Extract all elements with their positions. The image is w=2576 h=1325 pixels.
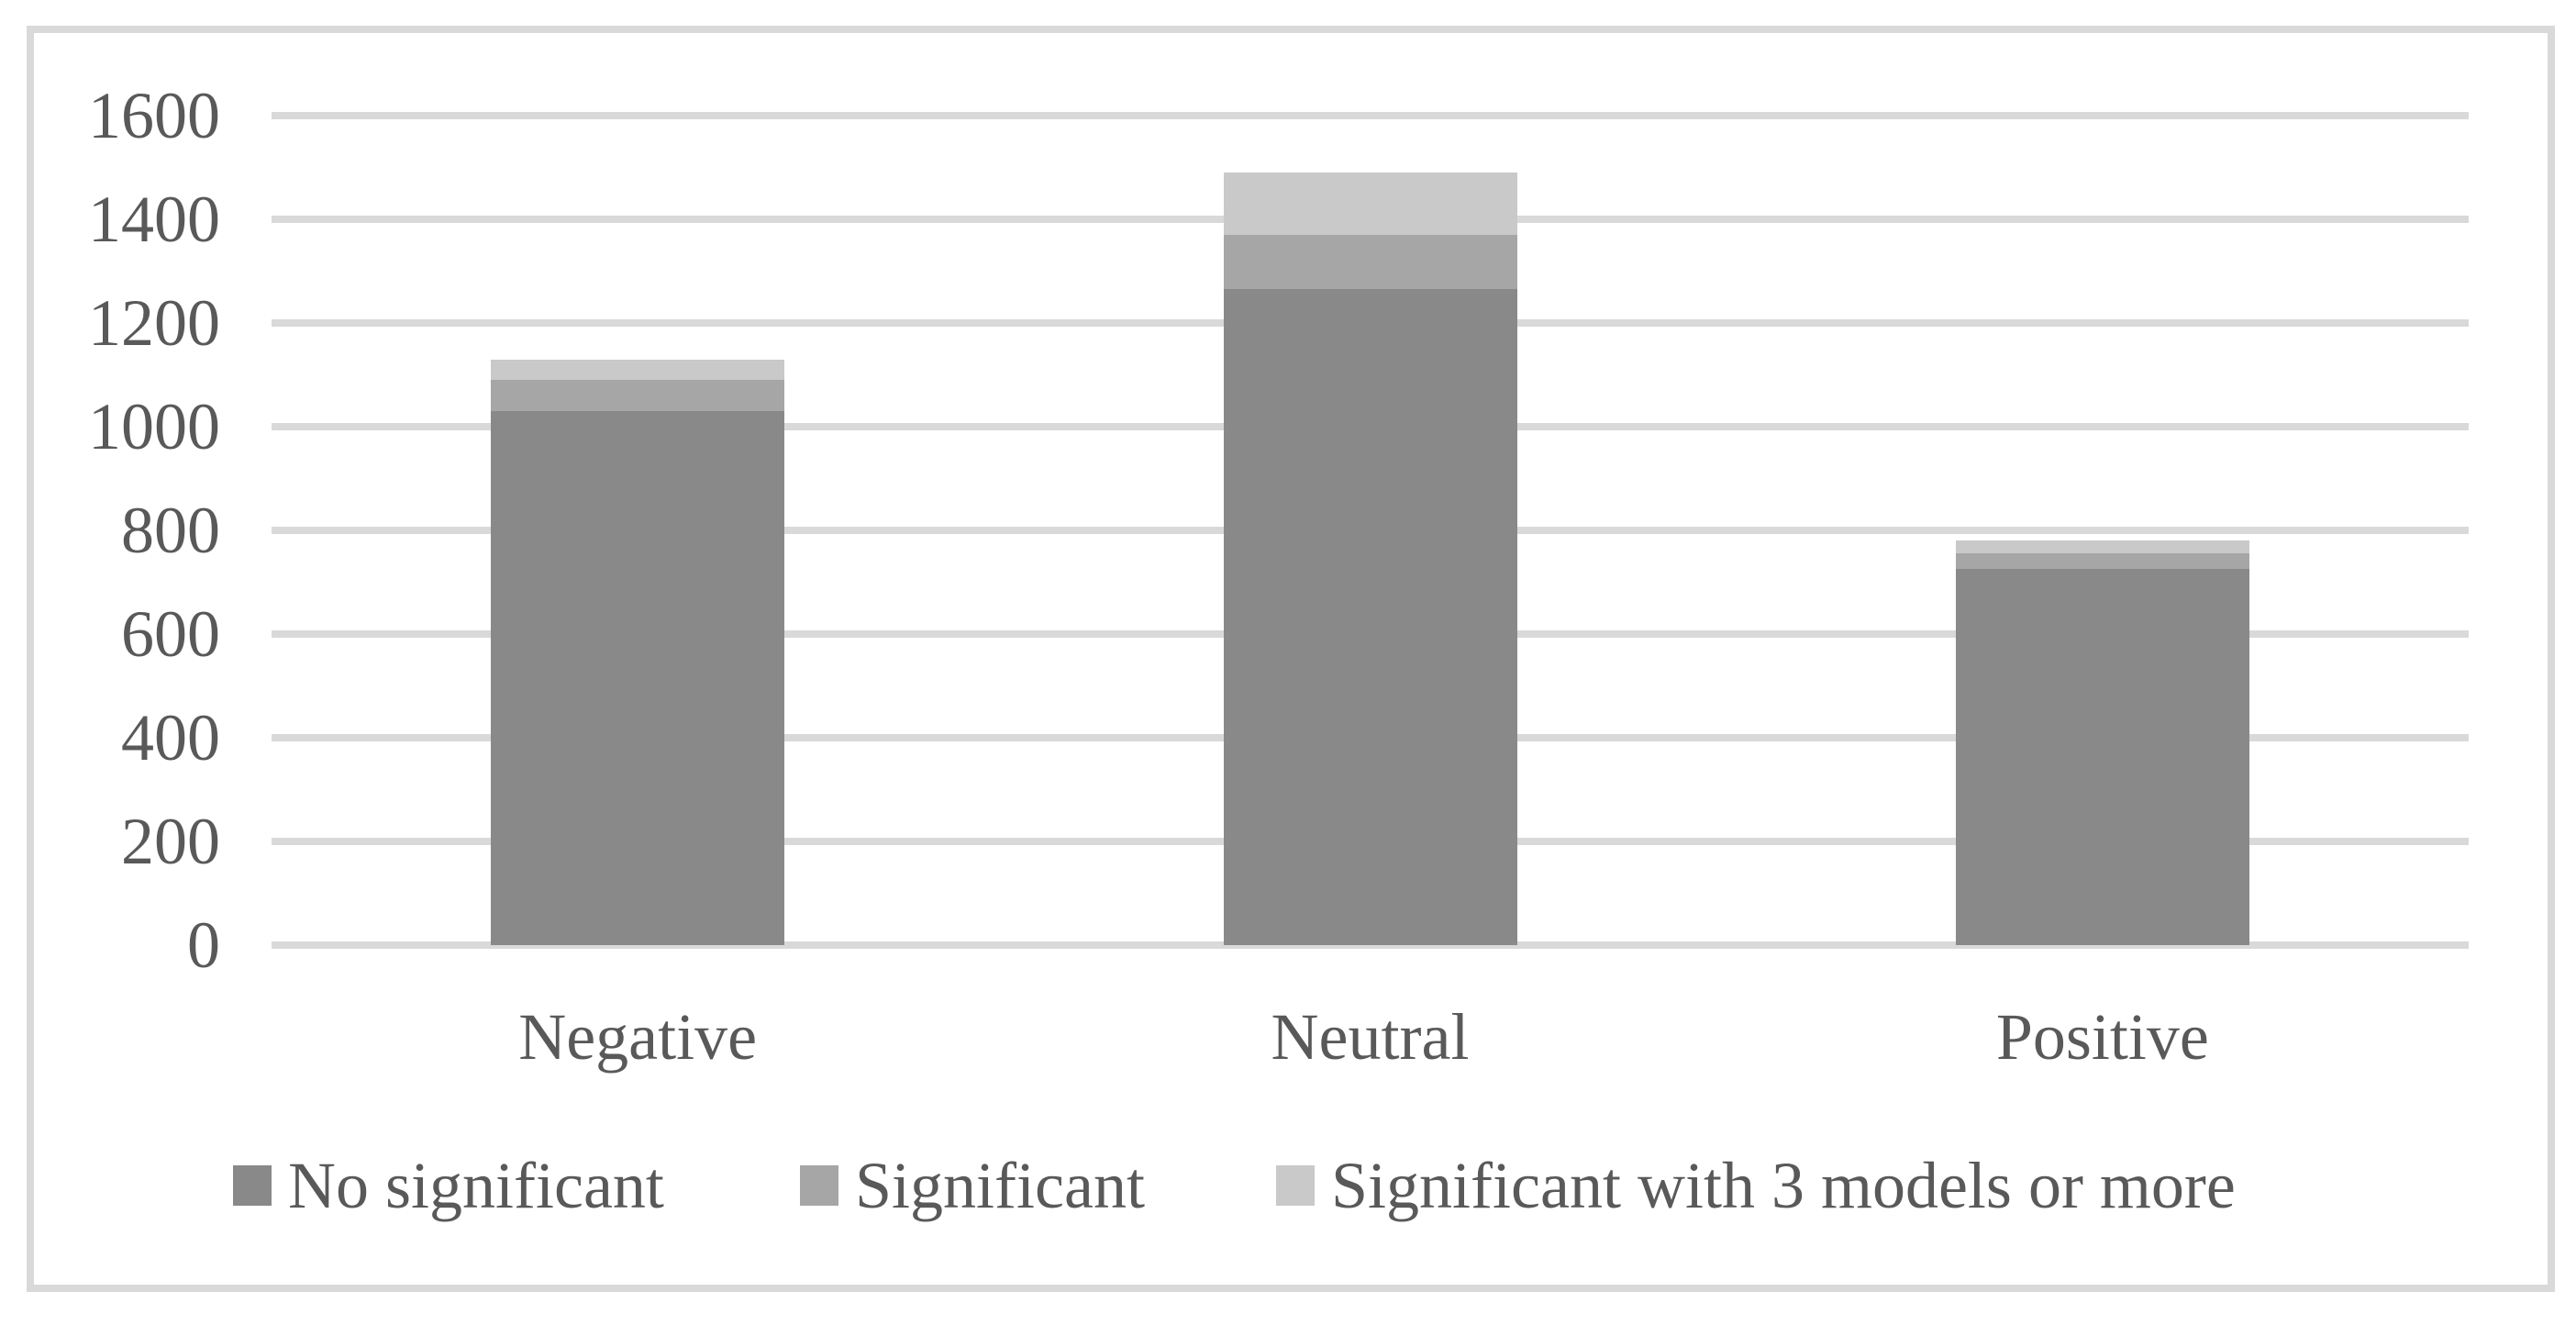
legend-label: Significant bbox=[855, 1149, 1145, 1222]
bar-segment-negative-no-significant bbox=[491, 411, 785, 945]
legend-item-significant: Significant bbox=[800, 1144, 1145, 1227]
y-tick-label-1600: 1600 bbox=[88, 79, 220, 152]
y-tick-label-1400: 1400 bbox=[88, 183, 220, 256]
x-category-label-positive: Positive bbox=[1995, 1000, 2209, 1074]
legend-swatch-icon bbox=[800, 1165, 838, 1206]
bar-segment-negative-significant bbox=[491, 380, 785, 412]
bar-segment-neutral-no-significant bbox=[1223, 289, 1517, 945]
bar-segment-neutral-significant-with-3-models-or-more bbox=[1223, 173, 1517, 235]
legend-item-no-significant: No significant bbox=[233, 1144, 664, 1227]
chart-frame bbox=[27, 26, 2555, 1292]
bar-segment-negative-significant-with-3-models-or-more bbox=[491, 359, 785, 381]
bar-segment-positive-no-significant bbox=[1955, 569, 2249, 945]
bar-segment-neutral-significant bbox=[1223, 234, 1517, 290]
y-tick-label-800: 800 bbox=[121, 494, 220, 567]
legend-label: No significant bbox=[288, 1149, 664, 1222]
y-tick-label-400: 400 bbox=[121, 701, 220, 774]
y-tick-label-200: 200 bbox=[121, 805, 220, 878]
gridline-0 bbox=[272, 941, 2469, 949]
legend-swatch-icon bbox=[233, 1165, 272, 1206]
legend-swatch-icon bbox=[1276, 1165, 1315, 1206]
x-category-label-neutral: Neutral bbox=[1271, 1000, 1470, 1074]
x-category-label-negative: Negative bbox=[518, 1000, 758, 1074]
y-tick-label-0: 0 bbox=[187, 908, 220, 982]
y-tick-label-600: 600 bbox=[121, 597, 220, 671]
bar-segment-positive-significant-with-3-models-or-more bbox=[1955, 540, 2249, 554]
bar-segment-positive-significant bbox=[1955, 553, 2249, 570]
y-tick-label-1000: 1000 bbox=[88, 390, 220, 463]
y-tick-label-1200: 1200 bbox=[88, 286, 220, 360]
legend-label: Significant with 3 models or more bbox=[1331, 1149, 2236, 1222]
legend-item-significant-with-3-models-or-more: Significant with 3 models or more bbox=[1276, 1144, 2236, 1227]
gridline-1600 bbox=[272, 112, 2469, 119]
